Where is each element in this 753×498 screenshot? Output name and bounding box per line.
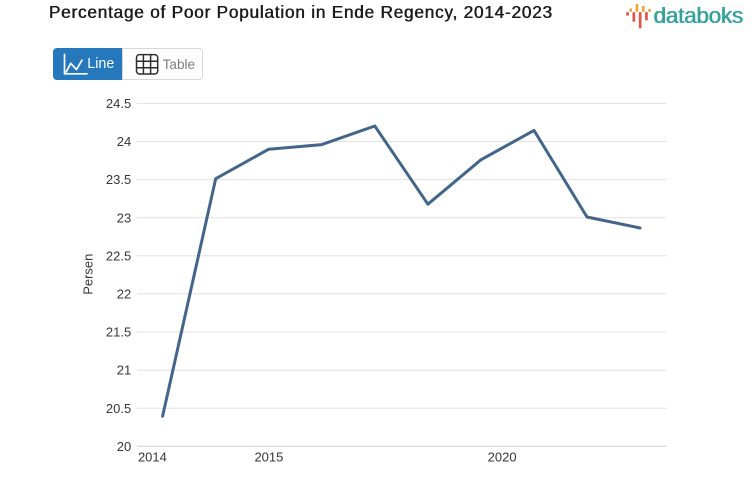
svg-text:2014: 2014 [138,449,167,464]
svg-text:22.5: 22.5 [106,248,131,263]
svg-text:20.5: 20.5 [106,401,131,416]
svg-text:24.5: 24.5 [106,96,131,111]
svg-text:20: 20 [117,439,131,454]
svg-text:Persen: Persen [80,254,95,295]
svg-text:21.5: 21.5 [106,325,131,340]
svg-text:24: 24 [117,134,131,149]
svg-text:2020: 2020 [488,449,517,464]
svg-text:2015: 2015 [254,449,283,464]
svg-text:23: 23 [117,210,131,225]
svg-text:23.5: 23.5 [106,172,131,187]
svg-text:22: 22 [117,287,131,302]
svg-text:21: 21 [117,363,131,378]
